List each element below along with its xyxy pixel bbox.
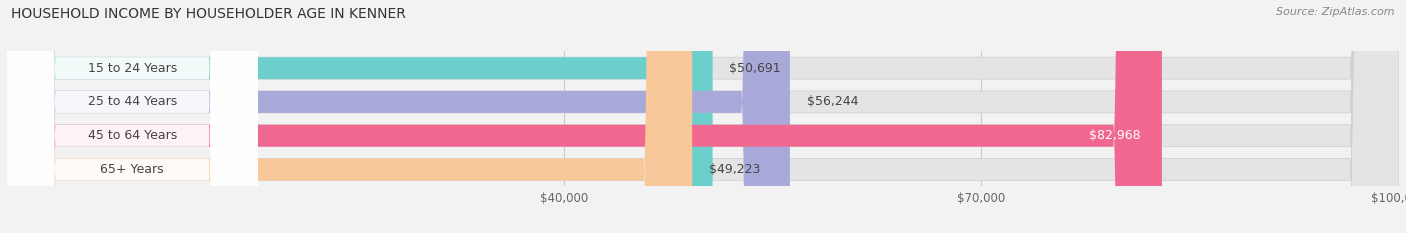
FancyBboxPatch shape (7, 0, 257, 233)
Text: 25 to 44 Years: 25 to 44 Years (87, 96, 177, 108)
FancyBboxPatch shape (7, 0, 257, 233)
FancyBboxPatch shape (7, 0, 1161, 233)
Text: 65+ Years: 65+ Years (100, 163, 165, 176)
FancyBboxPatch shape (7, 0, 257, 233)
FancyBboxPatch shape (7, 0, 257, 233)
Text: 45 to 64 Years: 45 to 64 Years (87, 129, 177, 142)
FancyBboxPatch shape (7, 0, 1399, 233)
FancyBboxPatch shape (7, 0, 790, 233)
FancyBboxPatch shape (7, 0, 1399, 233)
Text: $49,223: $49,223 (709, 163, 761, 176)
FancyBboxPatch shape (7, 0, 713, 233)
Text: $50,691: $50,691 (730, 62, 780, 75)
Text: HOUSEHOLD INCOME BY HOUSEHOLDER AGE IN KENNER: HOUSEHOLD INCOME BY HOUSEHOLDER AGE IN K… (11, 7, 406, 21)
FancyBboxPatch shape (7, 0, 1399, 233)
Text: Source: ZipAtlas.com: Source: ZipAtlas.com (1277, 7, 1395, 17)
FancyBboxPatch shape (7, 0, 1399, 233)
FancyBboxPatch shape (7, 0, 692, 233)
Text: 15 to 24 Years: 15 to 24 Years (87, 62, 177, 75)
Text: $56,244: $56,244 (807, 96, 858, 108)
Text: $82,968: $82,968 (1090, 129, 1142, 142)
